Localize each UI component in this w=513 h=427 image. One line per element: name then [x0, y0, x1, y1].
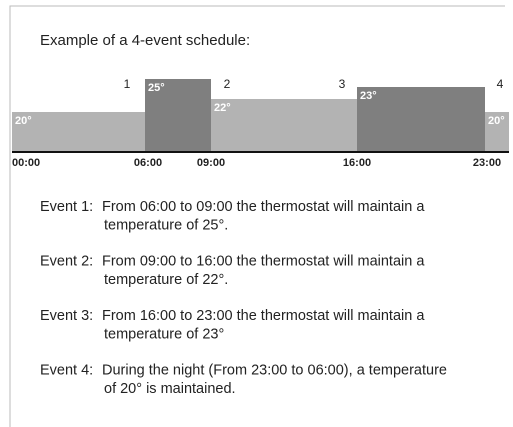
- event-number: 4: [497, 77, 504, 91]
- temperature-label: 22°: [214, 102, 231, 114]
- schedule-block: [12, 112, 145, 152]
- time-label: 00:00: [12, 157, 40, 169]
- event-number: 2: [224, 77, 231, 91]
- schedule-block: [485, 112, 509, 152]
- temperature-label: 20°: [488, 115, 505, 127]
- event-number: 1: [124, 77, 131, 91]
- title: Example of a 4-event schedule:: [40, 32, 250, 49]
- event-number: 3: [339, 77, 346, 91]
- time-label: 09:00: [197, 157, 225, 169]
- schedule-block: [357, 87, 485, 152]
- event-label: Event 4:: [40, 362, 93, 378]
- event-text: From 06:00 to 09:00 the thermostat will …: [102, 199, 425, 215]
- time-label: 23:00: [473, 157, 501, 169]
- temperature-label: 25°: [148, 82, 165, 94]
- temperature-label: 20°: [15, 115, 32, 127]
- event-text: From 09:00 to 16:00 the thermostat will …: [102, 253, 425, 269]
- time-label: 06:00: [134, 157, 162, 169]
- frame: [9, 5, 505, 427]
- event-list: Event 1: From 06:00 to 09:00 the thermost…: [40, 199, 447, 397]
- event-text: temperature of 25°.: [104, 217, 228, 233]
- event-text: temperature of 23°: [104, 326, 224, 342]
- schedule-block: [211, 99, 357, 152]
- schedule-block: [145, 79, 211, 152]
- event-text: temperature of 22°.: [104, 272, 228, 288]
- event-text: of 20° is maintained.: [104, 381, 236, 397]
- event-label: Event 3:: [40, 308, 93, 324]
- event-text: During the night (From 23:00 to 06:00), …: [102, 362, 447, 378]
- time-label: 16:00: [343, 157, 371, 169]
- event-text: From 16:00 to 23:00 the thermostat will …: [102, 308, 425, 324]
- event-label: Event 2:: [40, 253, 93, 269]
- temperature-label: 23°: [360, 90, 377, 102]
- schedule-diagram: 20° 25° 1 22° 2 23° 3 20° 4 00:00 06:00 09:00 16:00 2…: [12, 77, 509, 169]
- event-label: Event 1:: [40, 199, 93, 215]
